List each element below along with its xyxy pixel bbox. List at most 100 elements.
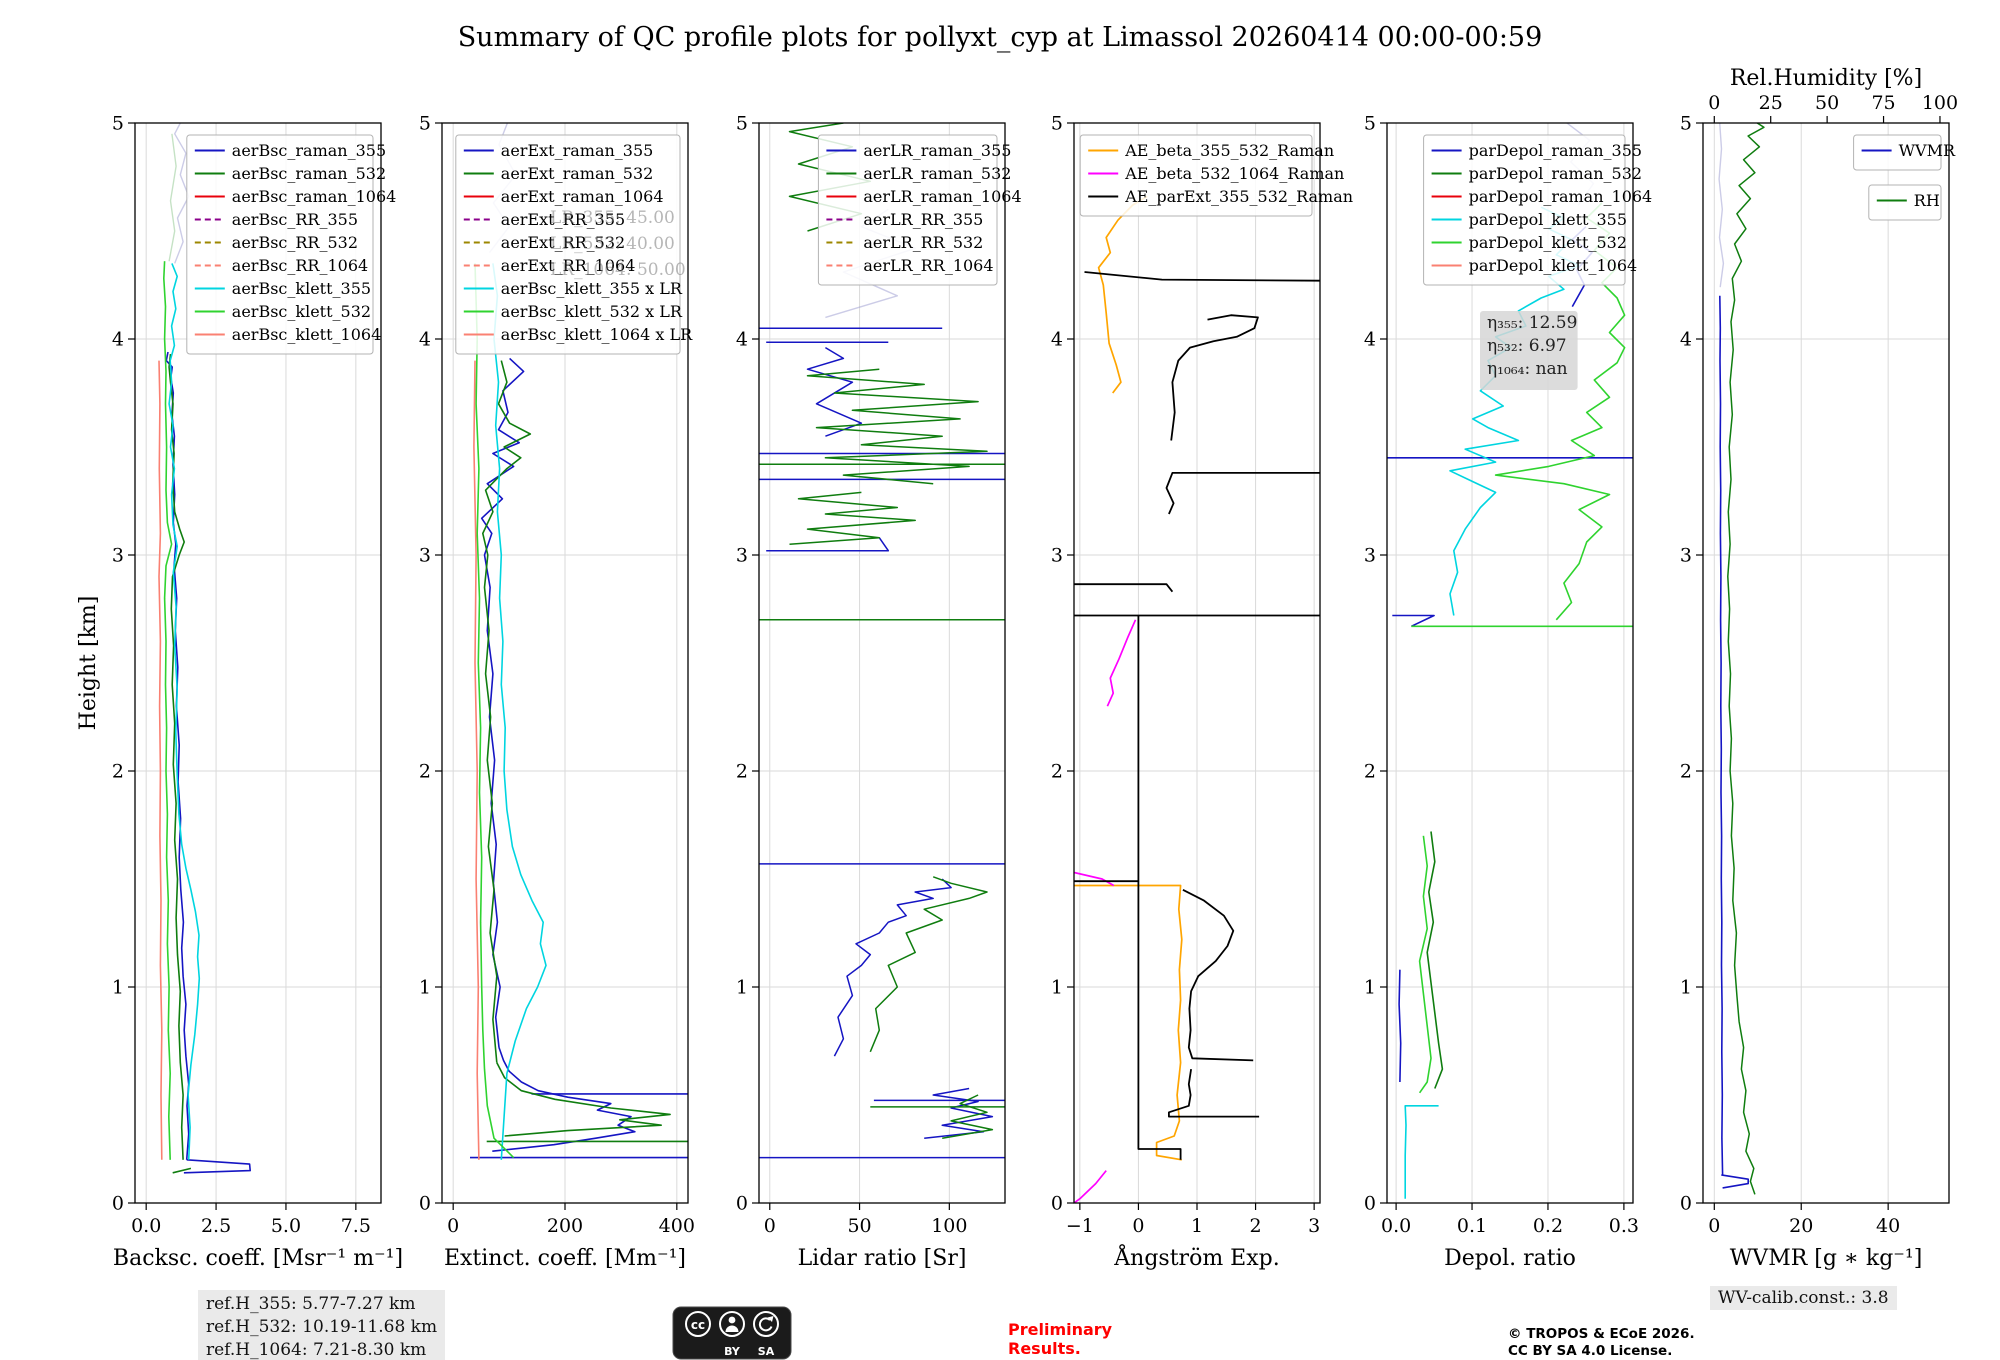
- x-axis-label: Lidar ratio [Sr]: [798, 1246, 967, 1271]
- legend-label: aerBsc_RR_1064: [232, 256, 368, 275]
- series-layer: [158, 123, 251, 1174]
- y-tick-label: 5: [1364, 113, 1376, 135]
- x-top-tick-label: 50: [1815, 92, 1839, 114]
- person-head-icon: [728, 1316, 736, 1324]
- y-tick-label: 0: [1051, 1193, 1063, 1215]
- axis-ticks: 0.0 0.1 0.2 0.3 0 1 2 3 4 5: [1364, 113, 1639, 1238]
- y-tick-label: 2: [112, 761, 124, 783]
- legend-label: aerLR_raman_355: [863, 141, 1011, 160]
- plot-frame: [134, 122, 382, 1204]
- annotation-background: [1480, 311, 1578, 390]
- x-tick-label: 1: [1191, 1215, 1203, 1237]
- legend-label: AE_parExt_355_532_Raman: [1124, 187, 1353, 206]
- panel-lidar_ratio: 0 50 100 0 1 2 3 4 5 Lidar ratio [Sr] aerLR_raman_…: [736, 113, 1022, 1272]
- legend-frame: [1079, 134, 1313, 217]
- panel-extinction: 0 200 400 0 1 2 3 4 5 Extinct. coeff. [Mm⁻¹] aerEx…: [419, 113, 695, 1272]
- series-AE_beta_355_532_Raman: [1074, 195, 1183, 1161]
- plot-frame: [758, 122, 1006, 1204]
- legend-frame: [1423, 134, 1626, 286]
- legend-label: aerExt_RR_355: [501, 210, 625, 229]
- x-tick-label: 0: [447, 1215, 459, 1237]
- series-WVMR: [1719, 295, 1749, 1189]
- cc-icon-text: cc: [691, 1318, 705, 1332]
- annotation-line: LR_532: 40.00: [550, 234, 675, 254]
- y-tick-label: 4: [1051, 329, 1063, 351]
- series-aerLR_raman_532: [759, 123, 1005, 1139]
- x-tick-label: 400: [659, 1215, 695, 1237]
- y-tick-label: 5: [1680, 113, 1692, 135]
- gridlines: [759, 123, 1005, 1203]
- legend-label: AE_beta_532_1064_Raman: [1124, 164, 1344, 183]
- gridlines: [1074, 123, 1320, 1203]
- legend-label: RH: [1914, 191, 1940, 210]
- x-tick-label: 100: [931, 1215, 967, 1237]
- x-top-tick-label: 100: [1922, 92, 1958, 114]
- preliminary-results-note: Preliminary Results.: [1008, 1320, 1113, 1358]
- annotation-line: η₁₀₆₄: nan: [1487, 359, 1568, 379]
- by-person-icon: [719, 1311, 745, 1337]
- gridlines: [1387, 123, 1633, 1203]
- eta-calibration-note: η₃₅₅: 12.59 η₅₃₂: 6.97 η₁₀₆₄: nan: [1480, 311, 1578, 390]
- y-tick-label: 0: [1364, 1193, 1376, 1215]
- x-tick-label: 5.0: [271, 1215, 301, 1237]
- y-tick-label: 3: [1364, 545, 1376, 567]
- legend-box-0: aerLR_raman_355 aerLR_raman_532 aerLR_rama…: [817, 134, 1022, 286]
- legend-label: aerBsc_klett_355 x LR: [501, 279, 683, 298]
- x-tick-label: 20: [1789, 1215, 1813, 1237]
- y-tick-label: 3: [419, 545, 431, 567]
- x-tick-label: 0.3: [1609, 1215, 1639, 1237]
- y-tick-label: 2: [736, 761, 748, 783]
- ref-h-532: ref.H_532: 10.19-11.68 km: [206, 1317, 438, 1337]
- y-tick-label: 3: [112, 545, 124, 567]
- person-body-icon: [725, 1325, 739, 1332]
- reference-heights-note: ref.H_355: 5.77-7.27 km ref.H_532: 10.19…: [198, 1290, 446, 1360]
- y-tick-label: 5: [419, 113, 431, 135]
- copyright-note: © TROPOS & ECoE 2026. CC BY SA 4.0 Licen…: [1508, 1326, 1695, 1359]
- x-axis-label: WVMR [g ∗ kg⁻¹]: [1730, 1246, 1923, 1271]
- y-tick-label: 2: [1051, 761, 1063, 783]
- legend-frame: [186, 134, 374, 355]
- legend-frame: [1853, 134, 1942, 171]
- y-tick-label: 4: [1364, 329, 1376, 351]
- axis-ticks: 0 50 100 0 1 2 3 4 5: [736, 113, 968, 1238]
- y-tick-label: 5: [112, 113, 124, 135]
- wv-calibration-note: WV-calib.const.: 3.8: [1710, 1286, 1897, 1310]
- series-AE_parExt_355_532_Raman: [1074, 271, 1320, 1160]
- x-tick-label: 0: [764, 1215, 776, 1237]
- series-layer: [470, 123, 688, 1160]
- legend-label: aerBsc_raman_1064: [232, 187, 397, 206]
- legend-label: parDepol_klett_1064: [1469, 256, 1638, 275]
- y-tick-label: 4: [112, 329, 124, 351]
- series-aerBsc_klett_1064_x_LR: [473, 360, 480, 1160]
- legend-label: parDepol_raman_532: [1469, 164, 1642, 183]
- legend-label: aerLR_RR_355: [863, 210, 983, 229]
- series-parDepol_raman_532: [1426, 831, 1444, 1089]
- series-layer: [1074, 195, 1320, 1203]
- legend-label: aerBsc_raman_355: [232, 141, 386, 160]
- y-tick-label: 1: [1364, 977, 1376, 999]
- series-aerBsc_klett_355: [168, 263, 201, 1160]
- legend-label: aerExt_raman_1064: [501, 187, 664, 206]
- cc-icon: [685, 1311, 711, 1337]
- y-tick-label: 3: [736, 545, 748, 567]
- annotation-line: LR_1064: 50.00: [550, 260, 686, 280]
- y-tick-label: 4: [736, 329, 748, 351]
- legend-label: parDepol_raman_355: [1469, 141, 1642, 160]
- y-tick-label: 4: [419, 329, 431, 351]
- axis-ticks: 0 200 400 0 1 2 3 4 5: [419, 113, 695, 1238]
- x-tick-label: 2.5: [201, 1215, 231, 1237]
- legend-box-1: RH: [1868, 184, 1942, 221]
- legend-label: aerBsc_klett_532 x LR: [501, 302, 683, 321]
- x-tick-label: 40: [1876, 1215, 1900, 1237]
- legend-label: parDepol_raman_1064: [1469, 187, 1653, 206]
- x-tick-label: −1: [1066, 1215, 1094, 1237]
- series-aerExt_raman_532: [482, 360, 688, 1143]
- legend-label: parDepol_klett_355: [1469, 210, 1627, 229]
- x-tick-label: 7.5: [341, 1215, 371, 1237]
- legend-frame: [1868, 184, 1942, 221]
- x-tick-label: 0.2: [1533, 1215, 1563, 1237]
